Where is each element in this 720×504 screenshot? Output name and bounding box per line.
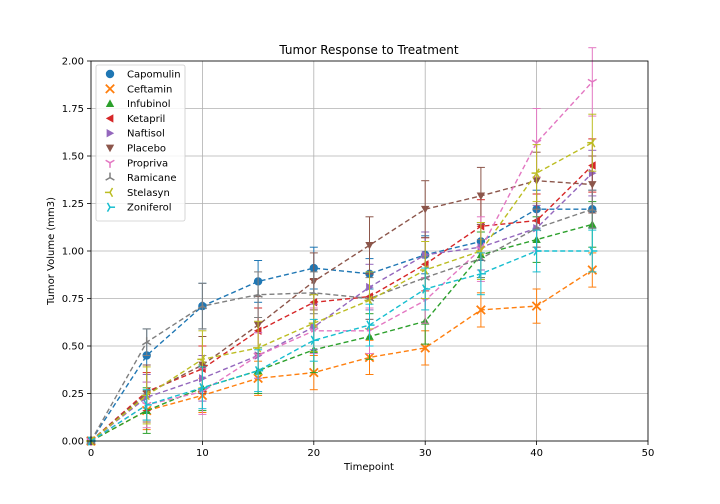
y-tick-label: 1.25	[62, 199, 84, 210]
data-point	[589, 246, 598, 256]
series-line	[90, 172, 593, 442]
legend-label: Infubinol	[127, 99, 171, 110]
y-tick-label: 0.00	[62, 437, 84, 448]
data-point	[253, 289, 263, 298]
series-line	[90, 165, 593, 442]
data-point	[254, 365, 264, 376]
legend-label: Stelasyn	[127, 188, 170, 199]
legend-marker	[104, 187, 114, 198]
data-point	[197, 354, 206, 365]
data-point	[365, 241, 374, 250]
x-tick-label: 40	[530, 448, 543, 459]
legend-item: Capomulin	[105, 69, 181, 81]
series-line	[90, 223, 593, 442]
series-line	[90, 269, 593, 442]
series-line	[90, 142, 593, 442]
legend-box	[95, 64, 186, 222]
legend-item: Infubinol	[105, 99, 171, 110]
y-tick-label: 1.75	[62, 104, 84, 115]
legend-label: Placebo	[127, 144, 166, 155]
data-point	[587, 137, 596, 148]
y-axis-label: Tumor Volume (mm3)	[46, 197, 57, 306]
y-tick-label: 1.00	[62, 247, 84, 258]
y-tick-label: 2.00	[62, 57, 84, 68]
legend-item: Naftisol	[106, 129, 165, 140]
legend-label: Capomulin	[127, 70, 181, 81]
series-zoniferol	[87, 229, 598, 446]
data-point	[143, 400, 152, 410]
x-axis-label: Timepoint	[343, 462, 394, 473]
series-line	[90, 81, 593, 442]
series-line	[90, 250, 593, 442]
x-tick-label: 50	[642, 448, 655, 459]
y-tick-label: 1.50	[62, 152, 84, 163]
x-tick-label: 10	[196, 448, 209, 459]
legend-marker	[105, 83, 115, 94]
legend-item: Zoniferol	[106, 202, 172, 214]
data-point	[477, 269, 486, 279]
data-point	[476, 305, 486, 315]
data-point	[199, 383, 208, 393]
data-point	[141, 337, 152, 346]
data-point	[533, 246, 542, 256]
legend-item: Ceftamin	[105, 83, 172, 95]
data-point	[531, 168, 540, 178]
data-point	[421, 205, 430, 214]
legend-item: Placebo	[105, 144, 166, 155]
legend-marker	[105, 114, 114, 123]
y-tick-label: 0.75	[62, 294, 84, 305]
legend-item: Propriva	[105, 158, 168, 169]
legend-label: Ramicane	[127, 173, 177, 184]
data-point	[420, 343, 431, 353]
data-point	[587, 78, 598, 87]
legend-marker	[106, 129, 115, 138]
x-tick-label: 0	[88, 448, 94, 459]
legend-label: Naftisol	[127, 129, 165, 140]
series-line	[90, 179, 593, 442]
data-point	[197, 301, 208, 310]
legend-item: Stelasyn	[104, 187, 170, 199]
legend-marker	[106, 202, 116, 212]
legend-label: Ceftamin	[127, 84, 172, 95]
legend-item: Ramicane	[105, 172, 177, 184]
y-tick-label: 0.25	[62, 389, 84, 400]
legend-label: Ketapril	[127, 114, 165, 125]
legend-marker	[105, 159, 115, 168]
data-point	[422, 284, 431, 294]
legend-label: Propriva	[127, 158, 168, 169]
data-point	[531, 301, 542, 311]
legend: Capomulin Ceftamin Infubinol Ketapril Naftis…	[95, 64, 186, 222]
legend-marker	[105, 172, 115, 181]
y-tick-label: 0.50	[62, 342, 84, 353]
data-point	[310, 335, 319, 346]
data-point	[587, 204, 598, 213]
chart-title: Tumor Response to Treatment	[278, 43, 459, 57]
legend-marker	[105, 99, 115, 107]
data-point	[476, 192, 486, 201]
x-tick-label: 20	[307, 448, 320, 459]
axis-ticks: 0 10 20 30 40 50 0.00 0.25 0.50 0.75 1.00 1.25 1.50 1…	[62, 57, 655, 460]
data-point	[588, 181, 597, 189]
series-line	[90, 208, 593, 442]
data-point	[366, 320, 375, 330]
x-tick-label: 30	[419, 448, 432, 459]
legend-marker	[105, 144, 115, 153]
legend-label: Zoniferol	[127, 203, 172, 214]
series-line	[90, 208, 593, 442]
legend-marker	[105, 69, 115, 79]
legend-item: Ketapril	[105, 114, 165, 125]
